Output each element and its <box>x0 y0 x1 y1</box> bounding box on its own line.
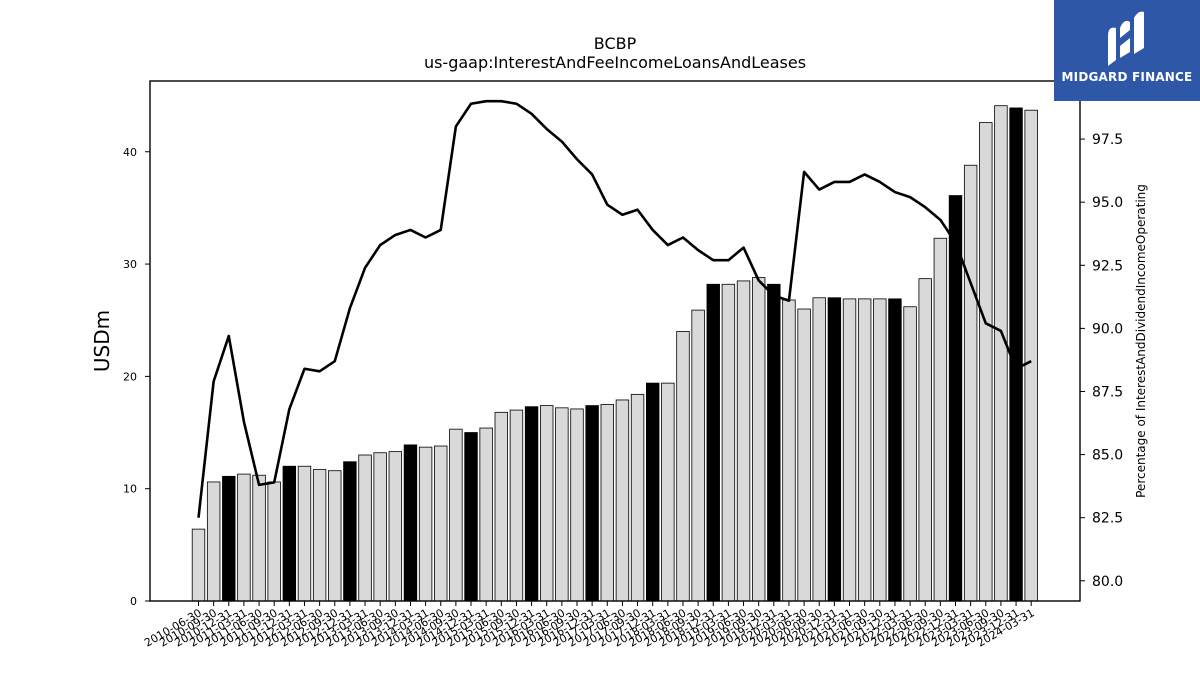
bar-2023-09-30 <box>994 105 1008 602</box>
y-tick-label: 10 <box>123 483 137 496</box>
bar-2021-12-31 <box>888 298 902 602</box>
bar-2016-09-30 <box>570 408 584 602</box>
y2-tick-label: 90.0 <box>1092 321 1123 337</box>
y-tick-label: 40 <box>123 146 137 159</box>
y-tick-label: 0 <box>130 595 137 608</box>
y2-tick-label: 87.5 <box>1092 384 1123 400</box>
bar-2019-12-31 <box>767 283 781 602</box>
y2-tick-label: 82.5 <box>1092 511 1123 527</box>
bar-2018-12-31 <box>706 283 720 602</box>
bar-2019-09-30 <box>751 277 766 602</box>
bar-2020-06-30 <box>797 308 811 602</box>
bar-2012-12-31 <box>343 461 357 602</box>
logo-text: MIDGARD FINANCE <box>1061 70 1193 84</box>
bar-2021-09-30 <box>873 298 887 602</box>
y2-axis-label: Percentage of InterestAndDividendIncomeO… <box>1134 184 1148 498</box>
bar-2019-03-31 <box>721 283 736 602</box>
bar-2021-06-30 <box>857 298 872 602</box>
bar-2015-09-30 <box>509 409 524 602</box>
bar-2012-09-30 <box>328 470 342 602</box>
y2-tick-label: 97.5 <box>1092 132 1123 148</box>
bar-2020-12-31 <box>827 297 842 602</box>
bar-2014-03-31 <box>418 446 433 602</box>
chart-title: BCBP <box>594 34 637 53</box>
bar-2013-06-30 <box>373 452 387 602</box>
bar-2018-03-31 <box>661 382 675 602</box>
y2-tick-label: 92.5 <box>1092 258 1123 274</box>
bar-2017-12-31 <box>646 382 660 602</box>
plot-frame <box>149 80 1081 602</box>
bar-2020-09-30 <box>812 297 826 602</box>
bar-2010-09-30 <box>206 481 221 602</box>
bar-2010-06-30 <box>191 528 206 602</box>
bar-2024-03-31 <box>1024 109 1038 602</box>
bar-2018-09-30 <box>691 309 705 602</box>
brand-logo: MIDGARD FINANCE <box>1054 0 1200 101</box>
bar-2011-03-31 <box>237 473 251 602</box>
line-layer <box>197 99 1032 518</box>
bar-2017-06-30 <box>615 399 630 602</box>
bar-2017-03-31 <box>600 404 614 602</box>
y2-tick-label: 95.0 <box>1092 195 1123 211</box>
bar-2022-09-30 <box>933 237 948 602</box>
bar-2021-03-31 <box>842 298 857 602</box>
y-axis-label: USDm <box>90 310 114 372</box>
bar-2013-09-30 <box>388 451 403 602</box>
bar-2013-03-31 <box>358 454 372 602</box>
bar-2015-12-31 <box>524 406 539 602</box>
bar-2023-03-31 <box>963 164 978 602</box>
bar-2019-06-30 <box>736 280 751 602</box>
bar-2010-12-31 <box>222 475 236 602</box>
bar-2018-06-30 <box>676 331 690 602</box>
bar-2022-06-30 <box>918 278 932 602</box>
bar-2017-09-30 <box>630 393 645 602</box>
bar-2016-12-31 <box>585 405 599 602</box>
bar-2014-12-31 <box>464 432 478 602</box>
bar-2011-09-30 <box>267 481 281 602</box>
bar-2023-06-30 <box>979 122 993 602</box>
chart-subtitle: us-gaap:InterestAndFeeIncomeLoansAndLeas… <box>424 53 806 72</box>
bar-2016-06-30 <box>555 407 569 602</box>
bar-2015-03-31 <box>479 427 493 602</box>
bars-layer <box>191 105 1038 602</box>
bar-2014-06-30 <box>434 445 448 602</box>
bar-2014-09-30 <box>449 428 463 602</box>
bar-2015-06-30 <box>494 411 509 602</box>
bar-2016-03-31 <box>540 405 554 602</box>
y2-tick-label: 85.0 <box>1092 448 1123 464</box>
midgard-logo-icon <box>1108 11 1144 66</box>
bar-2013-12-31 <box>403 444 418 602</box>
bar-2022-03-31 <box>903 306 917 602</box>
y-tick-label: 20 <box>123 370 137 383</box>
y2-tick-label: 80.0 <box>1092 574 1123 590</box>
percentage-line <box>197 99 1032 518</box>
bar-2020-03-31 <box>782 299 796 602</box>
bar-2011-06-30 <box>252 474 266 602</box>
bar-2012-06-30 <box>312 469 327 602</box>
bar-2011-12-31 <box>282 465 297 602</box>
y-tick-label: 30 <box>123 258 137 271</box>
bar-2012-03-31 <box>297 465 312 602</box>
axes-layer: 0 10 20 30 40 80.0 82.5 85.0 87.5 90.0 92.5 95.0 97.… <box>123 80 1123 650</box>
